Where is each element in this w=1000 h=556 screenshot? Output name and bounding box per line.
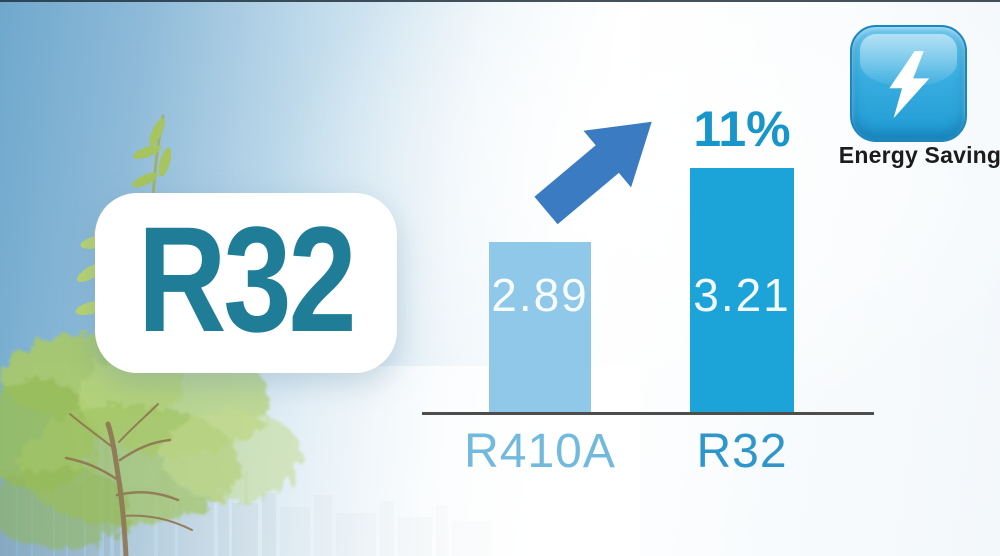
r32-badge: R32 [95, 193, 397, 373]
up-right-arrow-icon [534, 121, 652, 225]
bar-r410a [489, 242, 591, 413]
bar-r32 [690, 168, 794, 413]
chart-baseline [422, 412, 874, 415]
lightning-icon [888, 50, 929, 118]
arrow-shape [534, 121, 652, 225]
energy-saving-label: Energy Saving [838, 142, 1000, 168]
improvement-percentage: 11% [693, 101, 791, 157]
r32-badge-label: R32 [138, 195, 357, 363]
top-border-line [0, 0, 1000, 2]
bar-value-r410a: 2.89 [491, 269, 589, 321]
energy-saving-icon [850, 25, 967, 142]
bar-value-r32: 3.21 [693, 269, 791, 321]
category-label-r32: R32 [696, 425, 788, 478]
category-label-r410a: R410A [464, 425, 616, 478]
city-skyline-illustration [0, 397, 492, 556]
